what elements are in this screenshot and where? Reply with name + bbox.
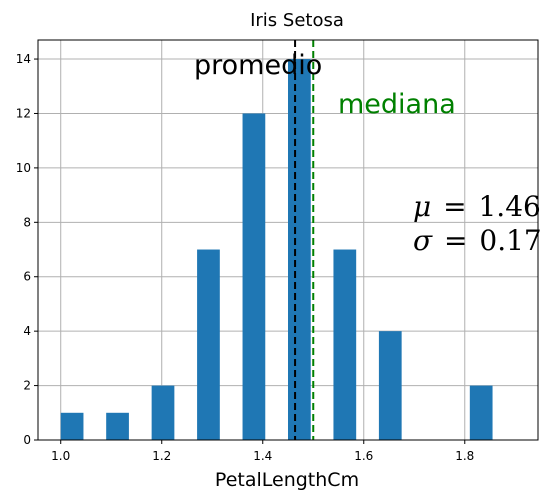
sigma-value: 0.17 [479, 224, 541, 257]
mu-symbol: μ [413, 190, 431, 223]
histogram-bar-0 [60, 412, 84, 440]
x-tick-label: 1.0 [51, 449, 70, 463]
x-axis-label: PetalLengthCm [215, 469, 359, 491]
x-tick-label: 1.8 [455, 449, 474, 463]
x-axis-ticks: 1.0 1.2 1.4 1.6 1.8 [51, 440, 474, 463]
y-axis-ticks: 0 2 4 6 8 10 12 14 [16, 52, 38, 447]
y-tick-label: 2 [23, 379, 31, 393]
median-annotation: mediana [338, 89, 456, 120]
y-tick-label: 0 [23, 433, 31, 447]
x-tick-label: 1.6 [354, 449, 373, 463]
y-tick-label: 8 [23, 215, 31, 229]
sigma-equals: = [444, 224, 467, 257]
histogram-bar-6 [333, 249, 357, 440]
histogram-bar-5 [288, 59, 311, 441]
bars-group [60, 59, 493, 441]
y-tick-label: 4 [23, 324, 31, 338]
x-tick-label: 1.2 [152, 449, 171, 463]
histogram-bar-4 [242, 113, 266, 440]
y-tick-label: 10 [16, 161, 31, 175]
mu-value: 1.46 [478, 190, 540, 223]
histogram-bar-1 [106, 412, 129, 440]
histogram-bar-9 [469, 385, 493, 440]
histogram-bar-3 [197, 249, 220, 440]
sigma-annotation: σ = 0.17 [413, 224, 542, 257]
plot-frame [37, 39, 539, 441]
x-tick-label: 1.4 [253, 449, 272, 463]
histogram-bar-2 [151, 385, 175, 440]
chart-title: Iris Setosa [250, 10, 344, 31]
mu-annotation: μ = 1.46 [413, 190, 541, 223]
y-tick-label: 14 [16, 52, 31, 66]
sigma-symbol: σ [413, 224, 433, 257]
y-tick-label: 12 [16, 106, 31, 120]
reference-lines [294, 40, 315, 440]
y-tick-label: 6 [23, 270, 31, 284]
mu-equals: = [443, 190, 466, 223]
mean-annotation: promedio [194, 50, 322, 81]
histogram-bar-7 [378, 331, 402, 440]
